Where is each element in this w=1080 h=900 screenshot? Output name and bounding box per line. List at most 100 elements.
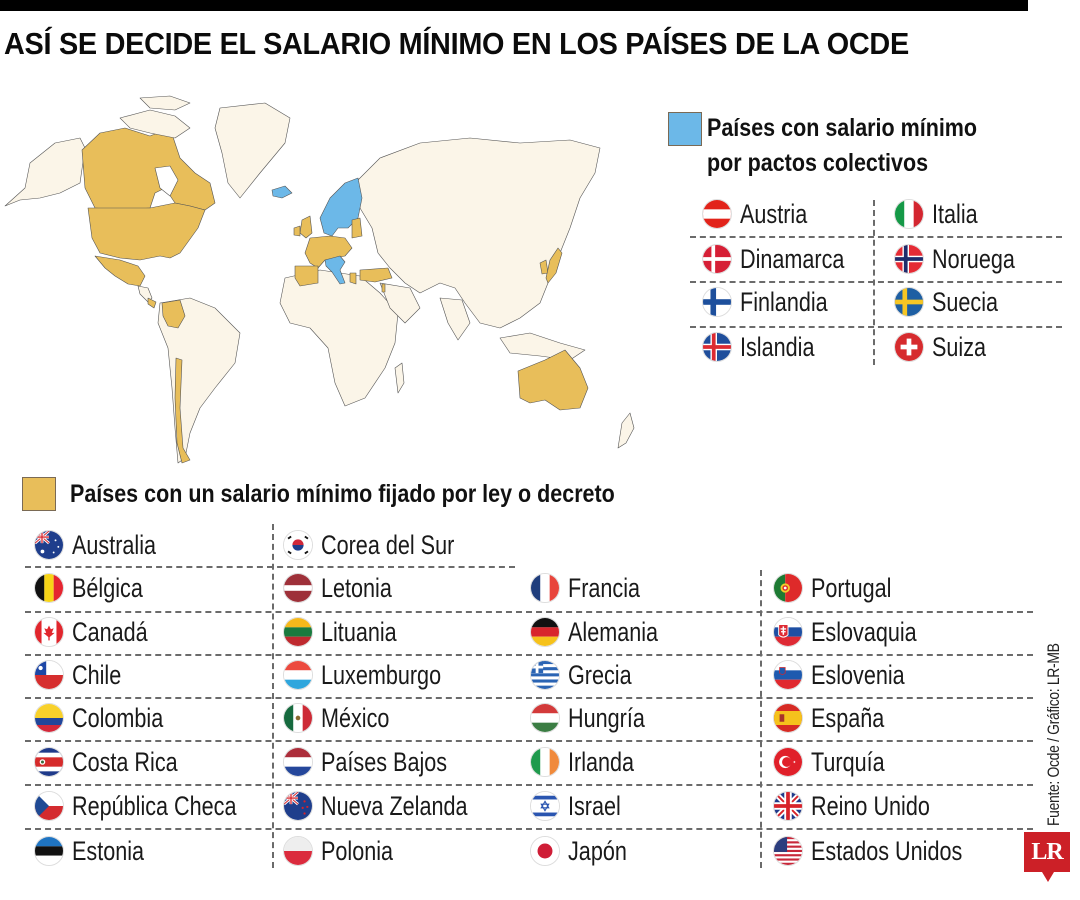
norway-flag-icon (894, 244, 924, 274)
country-name: República Checa (72, 791, 237, 821)
country-italy: Italia (894, 196, 989, 232)
country-name: Polonia (321, 836, 394, 866)
country-czech-republic: República Checa (34, 788, 278, 824)
country-united-states: Estados Unidos (773, 833, 1000, 869)
germany-flag-icon (530, 617, 560, 647)
country-hungary: Hungría (530, 700, 664, 736)
switzerland-flag-icon (894, 332, 924, 362)
australia-flag-icon (34, 530, 64, 560)
source-credit-text: Fuente: Ocde / Gráfico: LR-MB (1044, 643, 1063, 826)
law-divider-h4 (25, 697, 1033, 699)
uk-flag-icon (773, 791, 803, 821)
country-name: Grecia (568, 660, 632, 690)
country-israel: Israel (530, 788, 634, 824)
country-name: Suecia (932, 287, 999, 317)
ireland-flag-icon (530, 747, 560, 777)
country-name: Chile (72, 660, 122, 690)
country-name: Colombia (72, 703, 164, 733)
scandinavia-region (319, 177, 363, 237)
portugal-flag-icon (773, 573, 803, 603)
canada-region (81, 127, 216, 211)
lithuania-flag-icon (283, 617, 313, 647)
country-name: Luxemburgo (321, 660, 442, 690)
country-name: Lituania (321, 617, 397, 647)
australia-region (517, 349, 589, 411)
country-name: Estados Unidos (811, 836, 963, 866)
country-name: Finlandia (740, 287, 828, 317)
country-new-zealand: Nueva Zelanda (283, 788, 504, 824)
netherlands-flag-icon (283, 747, 313, 777)
country-spain: España (773, 700, 903, 736)
country-name: Letonia (321, 573, 392, 603)
turkey-region (359, 267, 393, 283)
country-austria: Austria (702, 196, 824, 232)
country-name: España (811, 703, 885, 733)
country-name: Italia (932, 199, 978, 229)
law-divider-h1a (25, 566, 515, 568)
uk-region (299, 215, 313, 239)
slovenia-flag-icon (773, 660, 803, 690)
country-name: Islandia (740, 332, 815, 362)
collective-legend-title-line2: por pactos colectivos (707, 149, 929, 177)
country-lithuania: Lituania (283, 614, 416, 650)
mexico-region (94, 255, 146, 287)
colombia-flag-icon (34, 703, 64, 733)
country-slovenia: Eslovenia (773, 657, 928, 693)
alaska-region (4, 137, 86, 207)
sweden-flag-icon (894, 287, 924, 317)
law-divider-v2 (760, 570, 762, 868)
france-flag-icon (530, 573, 560, 603)
country-iceland: Islandia (702, 329, 833, 365)
ireland-region (293, 225, 301, 237)
usa-flag-icon (773, 836, 803, 866)
source-credit: Fuente: Ocde / Gráfico: LR-MB (1044, 603, 1064, 826)
luxembourg-flag-icon (283, 660, 313, 690)
austria-flag-icon (702, 199, 732, 229)
country-ireland: Irlanda (530, 744, 651, 780)
country-japan: Japón (530, 833, 642, 869)
country-turkey: Turquía (773, 744, 903, 780)
iberia-region (294, 265, 319, 287)
collective-divider-h2 (690, 281, 1062, 283)
hungary-flag-icon (530, 703, 560, 733)
country-south-korea: Corea del Sur (283, 527, 488, 563)
costa-rica-flag-icon (34, 747, 64, 777)
estonia-flag-icon (34, 836, 64, 866)
chile-flag-icon (34, 660, 64, 690)
country-name: Estonia (72, 836, 145, 866)
iceland-region (271, 185, 293, 199)
country-australia: Australia (34, 527, 177, 563)
collective-divider-h1 (690, 236, 1062, 238)
country-netherlands: Países Bajos (283, 744, 479, 780)
country-name: Australia (72, 530, 157, 560)
law-divider-v1 (272, 524, 274, 868)
turkey-flag-icon (773, 747, 803, 777)
country-name: Corea del Sur (321, 530, 455, 560)
country-denmark: Dinamarca (702, 241, 871, 277)
country-germany: Alemania (530, 614, 681, 650)
law-color-swatch (22, 477, 56, 511)
country-belgium: Bélgica (34, 570, 161, 606)
country-name: México (321, 703, 390, 733)
collective-color-swatch (668, 112, 702, 146)
world-map (4, 95, 635, 464)
country-name: Japón (568, 836, 627, 866)
poland-flag-icon (283, 836, 313, 866)
alpine-italy-region (324, 255, 346, 285)
chile-region (174, 357, 191, 464)
slovakia-flag-icon (773, 617, 803, 647)
south-korea-flag-icon (283, 530, 313, 560)
collective-divider-h3 (690, 326, 1062, 328)
country-name: Portugal (811, 573, 892, 603)
country-chile: Chile (34, 657, 134, 693)
country-colombia: Colombia (34, 700, 186, 736)
country-portugal: Portugal (773, 570, 912, 606)
country-poland: Polonia (283, 833, 411, 869)
new-zealand-flag-icon (283, 791, 313, 821)
country-united-kingdom: Reino Unido (773, 788, 960, 824)
law-divider-h3 (25, 654, 1033, 656)
usa-region (87, 202, 206, 261)
country-name: Noruega (932, 244, 1015, 274)
law-divider-h6 (25, 784, 1033, 786)
israel-flag-icon (530, 791, 560, 821)
